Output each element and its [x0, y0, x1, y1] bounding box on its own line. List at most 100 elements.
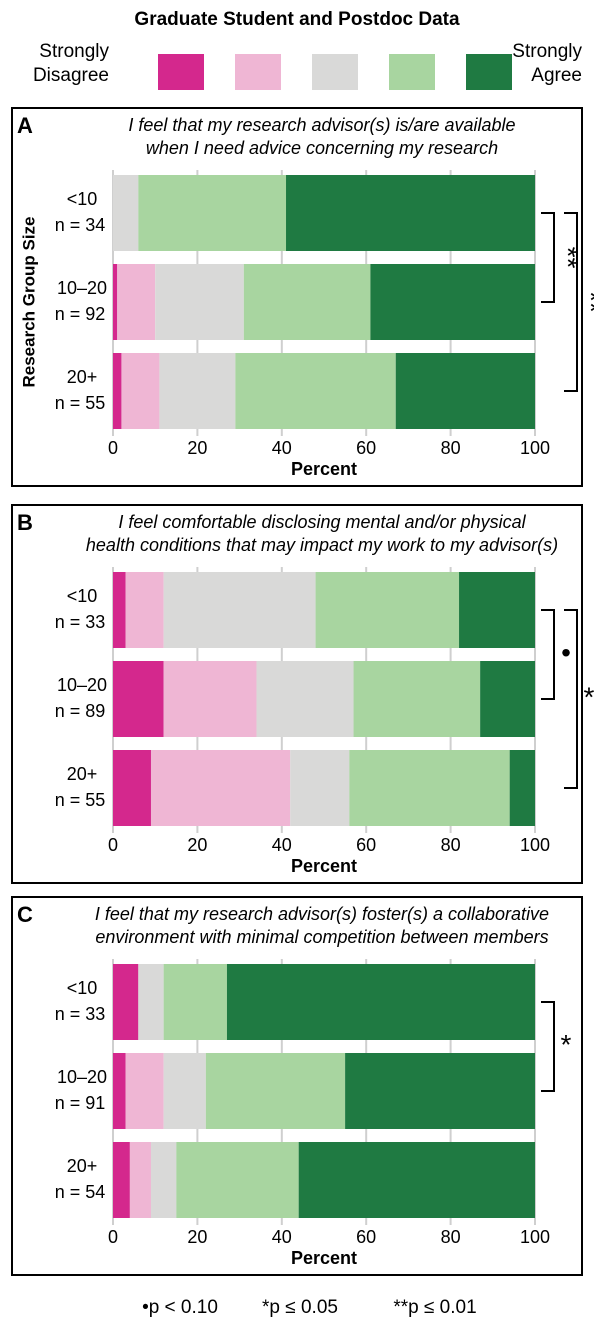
bar-segment	[256, 661, 354, 737]
bar-segment	[205, 1053, 346, 1129]
x-axis-label: Percent	[291, 1248, 357, 1268]
group-size-label: n = 33	[55, 612, 106, 632]
panel-letter: C	[17, 902, 33, 927]
group-size-label: n = 89	[55, 701, 106, 721]
bar-segment	[113, 353, 122, 429]
x-axis-label: Percent	[291, 856, 357, 876]
bar-segment	[113, 750, 151, 826]
bar-segment	[117, 264, 156, 340]
panel-question: health conditions that may impact my wor…	[86, 535, 558, 555]
category-label: 10–20	[57, 278, 107, 298]
bar-segment	[125, 572, 164, 648]
bar-segment	[298, 1142, 535, 1218]
panel-letter: B	[17, 510, 33, 535]
legend-swatch	[312, 54, 358, 90]
significance-bracket	[541, 1001, 555, 1092]
panel-question: environment with minimal competition bet…	[95, 927, 548, 947]
bar-segment	[138, 964, 164, 1040]
bar-segment	[113, 175, 139, 251]
significance-bracket	[564, 609, 578, 789]
bar-segment	[176, 1142, 299, 1218]
legend-swatch	[235, 54, 281, 90]
bar-segment	[459, 572, 535, 648]
category-label: 10–20	[57, 1067, 107, 1087]
x-tick-label: 40	[272, 438, 292, 458]
bar-segment	[286, 175, 535, 251]
significance-bracket	[541, 609, 555, 700]
bar-segment	[138, 175, 287, 251]
bar-segment	[155, 264, 244, 340]
x-tick-label: 60	[356, 1227, 376, 1247]
bar-segment	[163, 661, 257, 737]
bar-segment	[113, 572, 126, 648]
bar-segment	[349, 750, 510, 826]
bar-segment	[150, 1142, 177, 1218]
bar-segment	[290, 750, 350, 826]
panel-question: I feel comfortable disclosing mental and…	[118, 512, 526, 532]
bar-segment	[509, 750, 535, 826]
bar-segment	[163, 572, 316, 648]
bar-segment	[235, 353, 396, 429]
x-tick-label: 20	[187, 1227, 207, 1247]
bar-segment	[480, 661, 535, 737]
panel-question: I feel that my research advisor(s) is/ar…	[128, 115, 515, 135]
significance-label: •	[561, 637, 571, 668]
x-tick-label: 40	[272, 835, 292, 855]
bar-segment	[370, 264, 535, 340]
x-tick-label: 100	[520, 835, 550, 855]
bar-segment	[150, 750, 291, 826]
figure-title: Graduate Student and Postdoc Data	[134, 9, 460, 30]
group-size-label: n = 54	[55, 1182, 106, 1202]
x-tick-label: 20	[187, 438, 207, 458]
footnote: •p < 0.10	[142, 1297, 218, 1318]
panel-question: I feel that my research advisor(s) foste…	[95, 904, 549, 924]
x-tick-label: 80	[441, 438, 461, 458]
significance-bracket	[541, 212, 555, 303]
x-tick-label: 100	[520, 438, 550, 458]
footnote: *p ≤ 0.05	[262, 1297, 338, 1318]
bar-segment	[113, 264, 118, 340]
significance-bracket	[564, 212, 578, 392]
bar-segment	[395, 353, 535, 429]
bar-segment	[163, 1053, 206, 1129]
category-label: <10	[67, 586, 98, 606]
x-tick-label: 60	[356, 835, 376, 855]
x-tick-label: 0	[108, 835, 118, 855]
bar-segment	[125, 1053, 164, 1129]
bar-segment	[226, 964, 535, 1040]
x-tick-label: 20	[187, 835, 207, 855]
group-size-label: n = 92	[55, 304, 106, 324]
group-size-label: n = 34	[55, 215, 106, 235]
bar-segment	[113, 1142, 130, 1218]
category-label: 20+	[67, 764, 98, 784]
significance-label: **	[553, 247, 584, 269]
significance-label: **	[576, 291, 594, 313]
legend-swatch	[466, 54, 512, 90]
group-size-label: n = 55	[55, 790, 106, 810]
bar-segment	[113, 964, 139, 1040]
x-axis-label: Percent	[291, 459, 357, 479]
category-label: 20+	[67, 367, 98, 387]
panel-question: when I need advice concerning my researc…	[146, 138, 498, 158]
legend-label: Strongly Disagree	[32, 41, 109, 86]
bar-segment	[113, 661, 164, 737]
legend-label: Strongly Agree	[512, 41, 582, 86]
group-size-label: n = 55	[55, 393, 106, 413]
category-label: <10	[67, 978, 98, 998]
x-tick-label: 100	[520, 1227, 550, 1247]
significance-label: *	[584, 681, 594, 712]
footnote: **p ≤ 0.01	[393, 1297, 476, 1318]
group-size-label: n = 91	[55, 1093, 106, 1113]
bar-segment	[129, 1142, 151, 1218]
category-label: <10	[67, 189, 98, 209]
x-tick-label: 0	[108, 1227, 118, 1247]
bar-segment	[163, 964, 227, 1040]
x-tick-label: 80	[441, 835, 461, 855]
bar-segment	[121, 353, 160, 429]
category-label: 10–20	[57, 675, 107, 695]
group-size-label: n = 33	[55, 1004, 106, 1024]
panel-letter: A	[17, 113, 33, 138]
legend-swatch	[158, 54, 204, 90]
